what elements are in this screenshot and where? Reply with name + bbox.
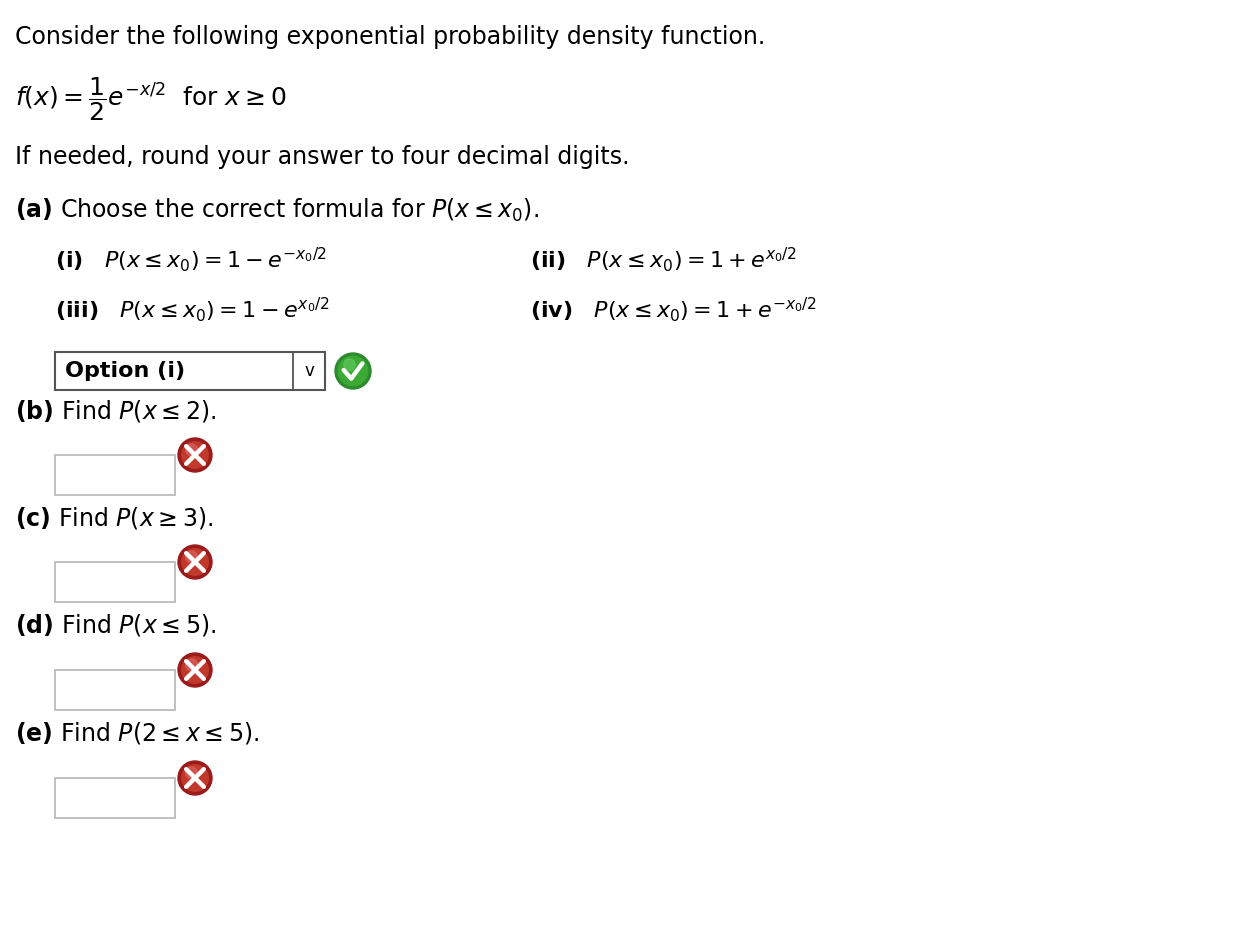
Circle shape bbox=[185, 767, 198, 778]
Circle shape bbox=[185, 444, 198, 456]
Text: Option (i): Option (i) bbox=[66, 361, 185, 381]
Text: $\bf{(e)}$ Find $P(2 \leq x \leq 5)$.: $\bf{(e)}$ Find $P(2 \leq x \leq 5)$. bbox=[15, 720, 260, 746]
FancyBboxPatch shape bbox=[55, 562, 175, 602]
Circle shape bbox=[178, 438, 212, 472]
Circle shape bbox=[178, 545, 212, 579]
Circle shape bbox=[178, 653, 212, 687]
FancyBboxPatch shape bbox=[55, 352, 325, 390]
Circle shape bbox=[181, 549, 208, 576]
Circle shape bbox=[338, 356, 368, 386]
Circle shape bbox=[181, 764, 208, 791]
Circle shape bbox=[181, 657, 208, 684]
Circle shape bbox=[178, 761, 212, 795]
FancyBboxPatch shape bbox=[55, 455, 175, 495]
Text: $\bf{(d)}$ Find $P(x \leq 5)$.: $\bf{(d)}$ Find $P(x \leq 5)$. bbox=[15, 612, 217, 638]
Text: $\bf{(c)}$ Find $P(x \geq 3)$.: $\bf{(c)}$ Find $P(x \geq 3)$. bbox=[15, 505, 213, 531]
Text: $\bf{(b)}$ Find $P(x \leq 2)$.: $\bf{(b)}$ Find $P(x \leq 2)$. bbox=[15, 398, 217, 424]
Text: $\bf{(iv)}$   $P(x \leq x_0) = 1 + e^{-x_0/2}$: $\bf{(iv)}$ $P(x \leq x_0) = 1 + e^{-x_0… bbox=[530, 295, 816, 324]
Circle shape bbox=[344, 359, 355, 370]
Text: $f(x) = \dfrac{1}{2}e^{-x/2}$  for $x \geq 0$: $f(x) = \dfrac{1}{2}e^{-x/2}$ for $x \ge… bbox=[15, 75, 286, 123]
FancyBboxPatch shape bbox=[55, 670, 175, 710]
Text: $\bf{(ii)}$   $P(x \leq x_0) = 1 + e^{x_0/2}$: $\bf{(ii)}$ $P(x \leq x_0) = 1 + e^{x_0/… bbox=[530, 245, 796, 273]
Text: $\bf{(a)}$ Choose the correct formula for $P(x \leq x_0)$.: $\bf{(a)}$ Choose the correct formula fo… bbox=[15, 197, 539, 224]
Circle shape bbox=[185, 551, 198, 563]
Circle shape bbox=[185, 659, 198, 671]
Circle shape bbox=[335, 353, 370, 389]
Text: If needed, round your answer to four decimal digits.: If needed, round your answer to four dec… bbox=[15, 145, 630, 169]
Text: v: v bbox=[304, 362, 314, 380]
FancyBboxPatch shape bbox=[55, 778, 175, 818]
Circle shape bbox=[181, 442, 208, 469]
Text: $\bf{(iii)}$   $P(x \leq x_0) = 1 - e^{x_0/2}$: $\bf{(iii)}$ $P(x \leq x_0) = 1 - e^{x_0… bbox=[55, 295, 329, 324]
Text: Consider the following exponential probability density function.: Consider the following exponential proba… bbox=[15, 25, 765, 49]
Text: $\bf{(i)}$   $P(x \leq x_0) = 1 - e^{-x_0/2}$: $\bf{(i)}$ $P(x \leq x_0) = 1 - e^{-x_0/… bbox=[55, 245, 328, 273]
